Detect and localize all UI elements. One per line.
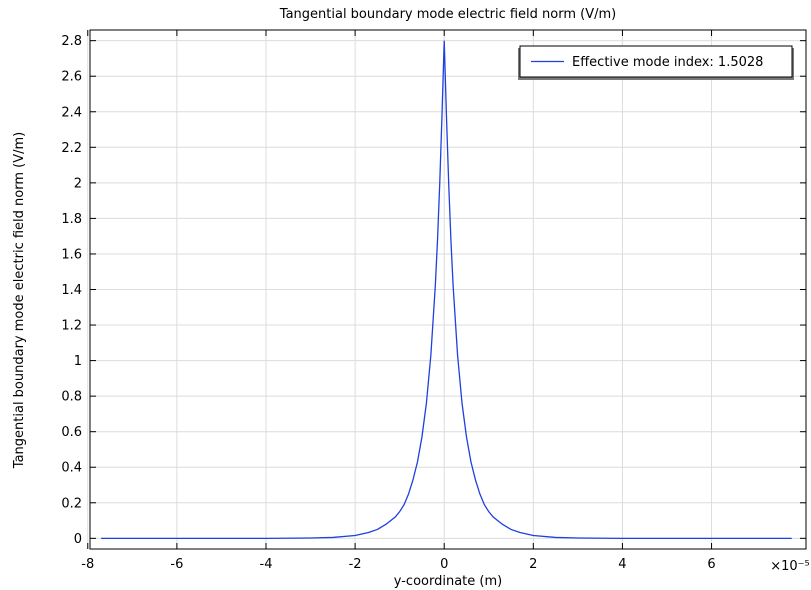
plot-frame bbox=[89, 29, 807, 550]
y-tick-label: 1.4 bbox=[61, 283, 82, 298]
y-tick-label: 0.2 bbox=[61, 496, 82, 511]
x-tick-label: 0 bbox=[440, 557, 448, 572]
legend-label: Effective mode index: 1.5028 bbox=[572, 55, 763, 70]
x-tick-label: -4 bbox=[260, 557, 273, 572]
x-tick-label: 4 bbox=[618, 557, 626, 572]
series-group bbox=[101, 40, 792, 539]
y-tick-label: 2.6 bbox=[61, 70, 82, 85]
series-line bbox=[101, 40, 792, 539]
ticks: -8 -6 -4 -2 0 2 4 6 0 0.2 0.4 0.6 0.8 1 1.2 1.4 1.6 1.8 2 2… bbox=[61, 30, 806, 572]
x-tick-label: -6 bbox=[170, 557, 183, 572]
y-tick-label: 1.2 bbox=[61, 319, 82, 334]
y-tick-label: 0 bbox=[74, 532, 82, 547]
x-tick-label: 6 bbox=[707, 557, 715, 572]
x-axis-multiplier: ×10⁻⁵ bbox=[770, 559, 810, 574]
chart-title: Tangential boundary mode electric field … bbox=[279, 7, 616, 22]
x-axis-label: y-coordinate (m) bbox=[394, 574, 502, 589]
y-tick-label: 2.2 bbox=[61, 141, 82, 156]
x-tick-label: -8 bbox=[81, 557, 94, 572]
y-tick-label: 0.8 bbox=[61, 390, 82, 405]
y-tick-label: 0.6 bbox=[61, 425, 82, 440]
x-tick-label: -2 bbox=[349, 557, 362, 572]
y-axis-label: Tangential boundary mode electric field … bbox=[12, 132, 27, 469]
y-tick-label: 0.4 bbox=[61, 461, 82, 476]
y-tick-label: 2.4 bbox=[61, 105, 82, 120]
y-tick-label: 2.8 bbox=[61, 34, 82, 49]
y-tick-label: 1.6 bbox=[61, 247, 82, 262]
y-tick-label: 2 bbox=[74, 176, 82, 191]
legend-box bbox=[519, 45, 793, 78]
y-tick-label: 1 bbox=[74, 354, 82, 369]
y-tick-label: 1.8 bbox=[61, 212, 82, 227]
grid bbox=[87, 30, 806, 549]
legend: Effective mode index: 1.5028 bbox=[518, 45, 794, 80]
x-tick-label: 2 bbox=[529, 557, 537, 572]
